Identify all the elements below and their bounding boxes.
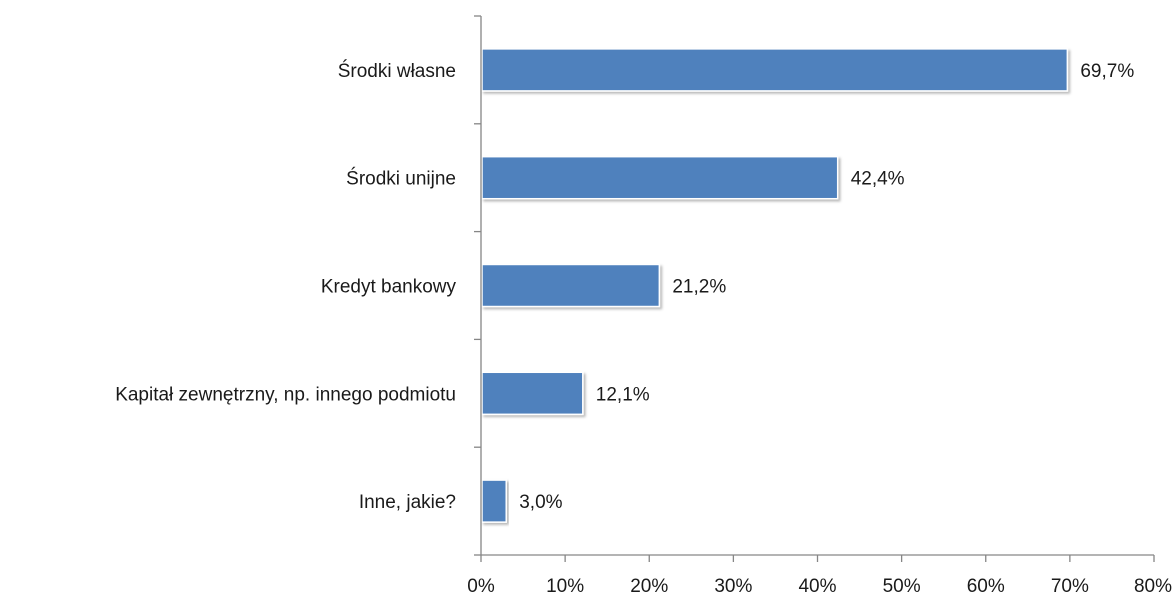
x-tick-label-2: 20% <box>630 576 668 597</box>
value-label-2: 21,2% <box>672 277 726 298</box>
bar-1 <box>481 155 839 200</box>
x-tick-label-8: 80% <box>1134 576 1172 597</box>
category-label-2: Kredyt bankowy <box>321 277 457 298</box>
x-tick-label-0: 0% <box>467 576 495 597</box>
category-label-3: Kapitał zewnętrzny, np. innego podmiotu <box>115 384 456 405</box>
x-tick-label-6: 60% <box>967 576 1005 597</box>
labels-layer: 69,7% Środki własne 42,4% Środki unijne 21,2… <box>115 60 1172 597</box>
category-label-4: Inne, jakie? <box>359 492 456 513</box>
value-label-1: 42,4% <box>851 169 905 190</box>
bar-4 <box>481 479 507 523</box>
bar-3 <box>481 371 584 416</box>
axes-layer <box>474 15 1155 562</box>
bar-0 <box>481 48 1069 92</box>
x-tick-label-3: 30% <box>714 576 752 597</box>
x-tick-label-7: 70% <box>1051 576 1089 597</box>
bars-layer <box>481 48 1069 523</box>
category-label-0: Środki własne <box>338 60 456 82</box>
bar-2 <box>481 263 661 308</box>
value-label-4: 3,0% <box>519 492 562 513</box>
category-label-1: Środki unijne <box>346 168 456 190</box>
value-label-0: 69,7% <box>1080 61 1134 82</box>
value-label-3: 12,1% <box>596 384 650 405</box>
x-tick-label-5: 50% <box>883 576 921 597</box>
x-tick-label-1: 10% <box>546 576 584 597</box>
x-tick-label-4: 40% <box>798 576 836 597</box>
